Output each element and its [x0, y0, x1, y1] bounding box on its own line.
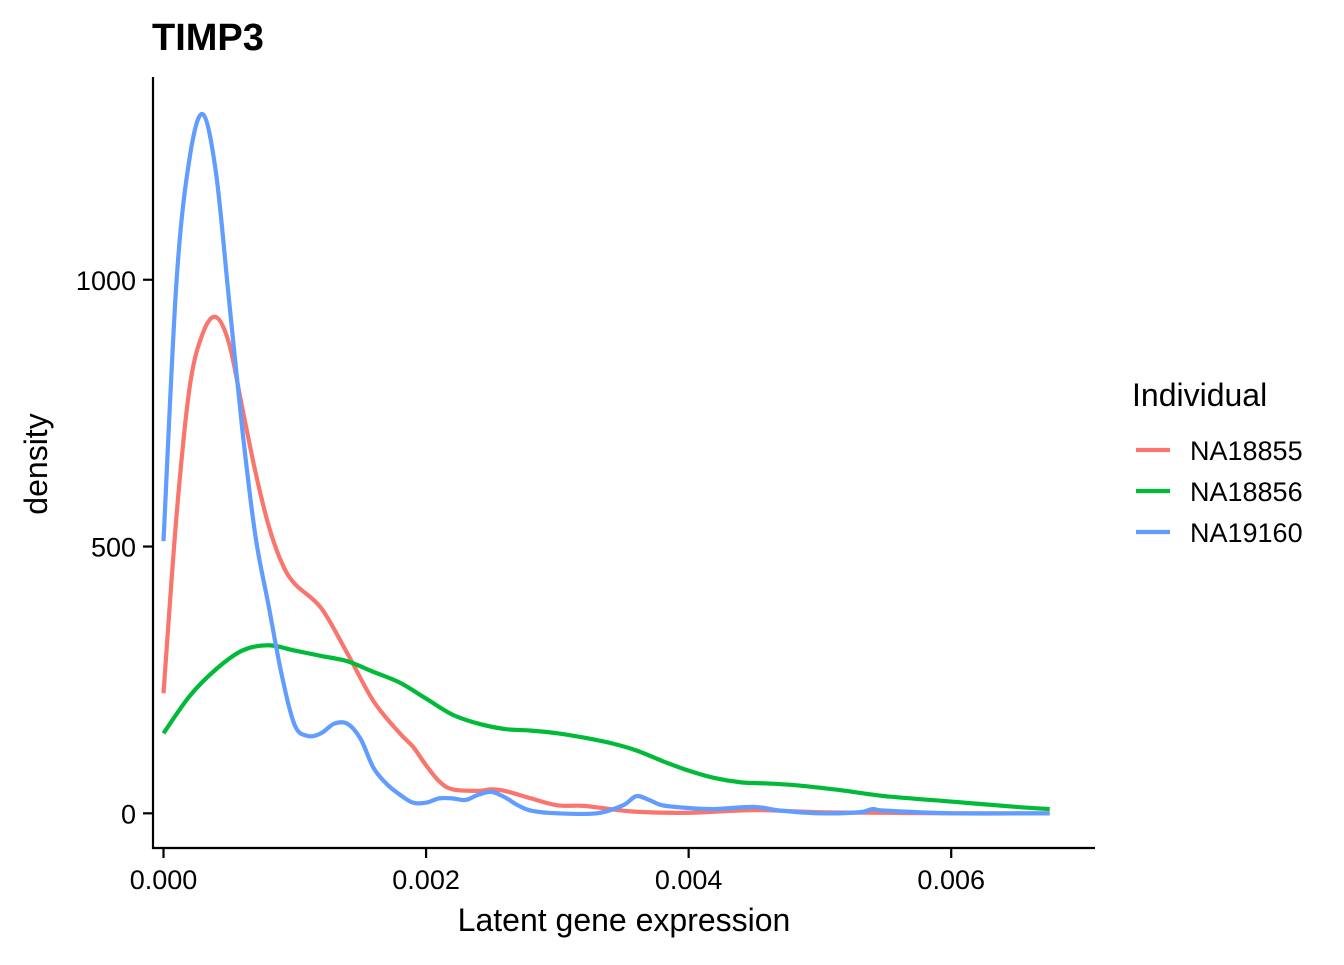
y-tick-label: 0	[121, 799, 136, 829]
series-lines	[161, 112, 1050, 817]
legend-label-na19160: NA19160	[1190, 518, 1303, 548]
series-line-na18856	[161, 643, 1050, 812]
legend-items: NA18855 NA18856 NA19160	[1136, 436, 1303, 548]
y-axis-ticks: 0 500 1000	[76, 266, 153, 829]
chart-title: TIMP3	[152, 17, 264, 59]
series-line-na18855	[161, 314, 1050, 816]
x-tick-label: 0.002	[392, 865, 460, 895]
x-axis-label: Latent gene expression	[458, 902, 791, 938]
y-tick-label: 500	[91, 533, 136, 563]
x-tick-label: 0.006	[917, 865, 985, 895]
legend-title: Individual	[1132, 377, 1267, 413]
series-line-na19160	[161, 112, 1050, 817]
y-axis-label: density	[18, 413, 54, 514]
legend-label-na18855: NA18855	[1190, 436, 1303, 466]
legend-label-na18856: NA18856	[1190, 477, 1303, 507]
x-tick-label: 0.000	[130, 865, 198, 895]
y-tick-label: 1000	[76, 266, 136, 296]
legend: Individual NA18855 NA18856 NA19160	[1132, 377, 1303, 548]
x-tick-label: 0.004	[655, 865, 723, 895]
x-axis-ticks: 0.000 0.002 0.004 0.006	[130, 848, 985, 895]
